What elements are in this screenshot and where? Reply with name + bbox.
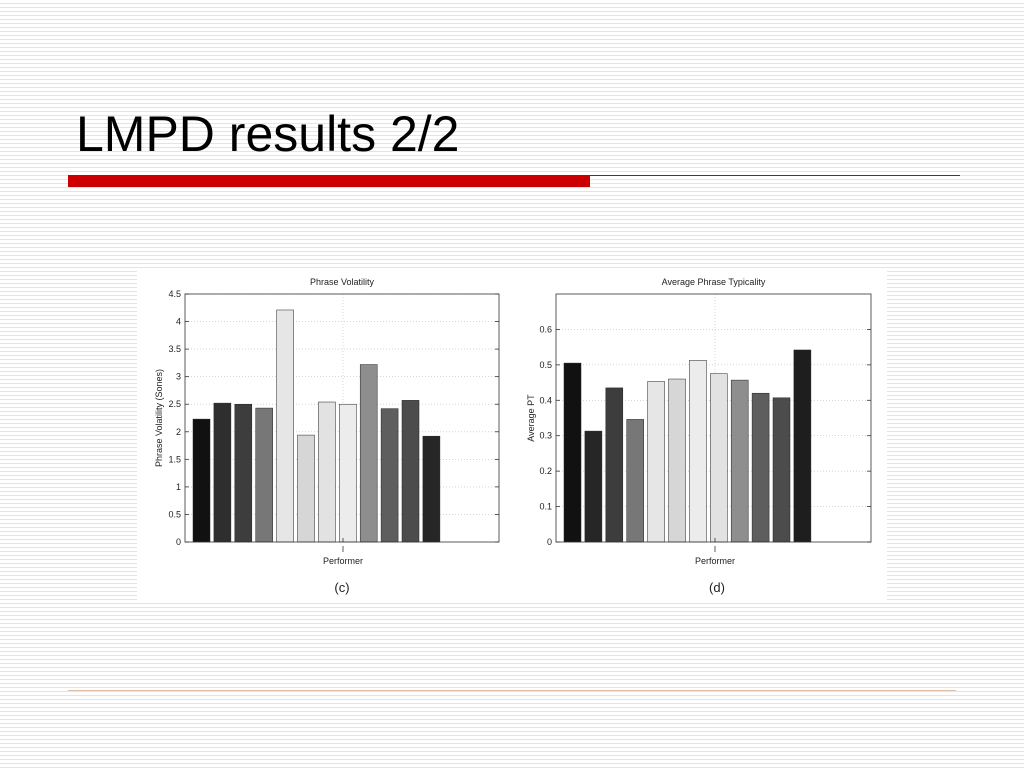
chart2-ytick-label: 0.4 <box>539 395 552 405</box>
chart1-bar <box>380 408 399 543</box>
chart1-caption: (c) <box>334 580 349 595</box>
footer-rule <box>68 690 956 691</box>
chart2-ytick-label: 0 <box>547 537 552 547</box>
chart1-xlabel: Performer <box>323 556 363 566</box>
chart2-bar <box>584 430 603 543</box>
chart2-ylabel: Average PT <box>526 394 536 442</box>
chart2-title: Average Phrase Typicality <box>662 277 766 287</box>
chart1-ytick-label: 0.5 <box>168 509 181 519</box>
chart1-ytick-label: 4 <box>176 317 181 327</box>
figure-panel: 0 0.5 1 1.5 2 2.5 3 3.5 4 4.5 Phrase Volatility Per… <box>137 270 887 602</box>
chart1-bar <box>297 434 315 543</box>
chart1-ytick-label: 2.5 <box>168 399 181 409</box>
chart1-bar <box>213 402 232 543</box>
chart2-ytick-label: 0.1 <box>539 502 552 512</box>
chart1-ytick-label: 3.5 <box>168 344 181 354</box>
chart1-ytick-label: 3 <box>176 372 181 382</box>
chart2-caption: (d) <box>709 580 725 595</box>
chart2-bar <box>751 392 770 543</box>
chart1-ytick-label: 2 <box>176 427 181 437</box>
chart2-ytick-label: 0.6 <box>539 324 552 334</box>
chart2-bar <box>689 360 707 543</box>
chart2-bar <box>626 419 644 543</box>
chart2-ytick-label: 0.5 <box>539 360 552 370</box>
chart1-ytick-label: 4.5 <box>168 289 181 299</box>
chart1-bar <box>422 435 441 543</box>
slide-title: LMPD results 2/2 <box>76 106 460 162</box>
chart1-title: Phrase Volatility <box>310 277 375 287</box>
title-underline-thick <box>68 175 590 187</box>
chart1-bar <box>192 418 211 543</box>
chart1-bar <box>255 407 273 543</box>
chart2-xlabel: Performer <box>695 556 735 566</box>
chart2-bar <box>668 378 686 543</box>
chart2-bar <box>793 349 812 543</box>
chart2-frame <box>555 293 872 543</box>
figure-svg: 0 0.5 1 1.5 2 2.5 3 3.5 4 4.5 Phrase Volatility Per… <box>154 277 872 595</box>
chart1-ytick-label: 0 <box>176 537 181 547</box>
chart1-bar <box>276 309 294 543</box>
chart1-bar <box>318 401 336 543</box>
chart2-bar <box>772 397 791 543</box>
title-underline-thin <box>590 175 960 176</box>
chart2-bar <box>730 379 749 543</box>
chart1-bar <box>234 403 253 543</box>
chart1-ytick-label: 1.5 <box>168 454 181 464</box>
chart1-bar <box>359 364 378 543</box>
chart2-ytick-label: 0.3 <box>539 431 552 441</box>
chart2-bar <box>563 362 582 543</box>
chart2-bar <box>605 387 624 543</box>
chart1-frame <box>184 293 500 543</box>
chart2-bar <box>647 381 665 543</box>
chart1-ylabel: Phrase Volatility (Sones) <box>154 369 164 467</box>
chart2-bar <box>710 373 728 543</box>
chart1-bar <box>401 400 420 543</box>
chart2-ytick-label: 0.2 <box>539 466 552 476</box>
chart1-ytick-label: 1 <box>176 482 181 492</box>
chart1-bar <box>339 403 357 543</box>
